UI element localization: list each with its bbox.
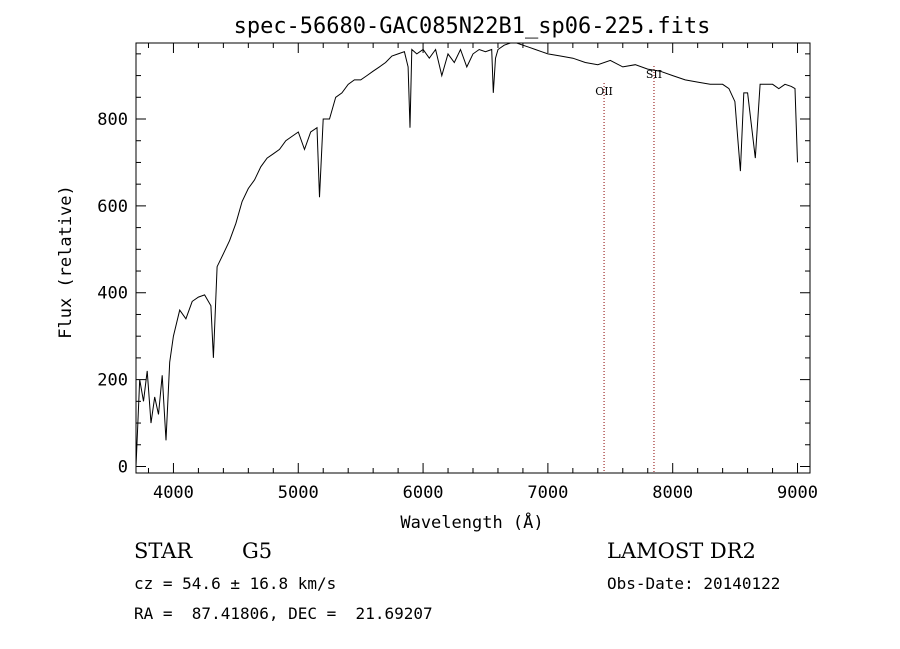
y-tick-label: 200 <box>97 371 128 391</box>
object-class: STAR <box>134 539 193 563</box>
x-tick-label: 6000 <box>403 483 444 503</box>
y-tick-label: 0 <box>118 457 128 477</box>
axis-ticks <box>136 43 810 473</box>
y-tick-label: 600 <box>97 197 128 217</box>
x-tick-label: 9000 <box>777 483 818 503</box>
redshift-text: cz = 54.6 ± 16.8 km/s <box>134 574 337 593</box>
survey-name: LAMOST DR2 <box>607 539 756 563</box>
x-tick-label: 8000 <box>652 483 693 503</box>
spectrum-line <box>135 42 798 467</box>
emission-line-label: OII <box>595 85 613 98</box>
x-tick-label: 5000 <box>278 483 319 503</box>
x-axis-label: Wavelength (Å) <box>400 511 543 533</box>
plot-frame <box>135 42 811 474</box>
y-axis-label: Flux (relative) <box>56 185 76 339</box>
y-tick-label: 400 <box>97 284 128 304</box>
x-tick-label: 7000 <box>527 483 568 503</box>
y-tick-label: 800 <box>97 110 128 130</box>
chart-title: spec-56680-GAC085N22B1_sp06-225.fits <box>234 14 711 39</box>
plot-border <box>135 42 811 474</box>
object-subclass: G5 <box>242 539 273 563</box>
axis-tick-labels: 4000 5000 6000 7000 8000 9000 0 200 400 600 800 <box>97 110 818 503</box>
observation-date: Obs-Date: 20140122 <box>607 574 781 593</box>
x-tick-label: 4000 <box>153 483 194 503</box>
coordinates-text: RA = 87.41806, DEC = 21.69207 <box>134 604 433 623</box>
